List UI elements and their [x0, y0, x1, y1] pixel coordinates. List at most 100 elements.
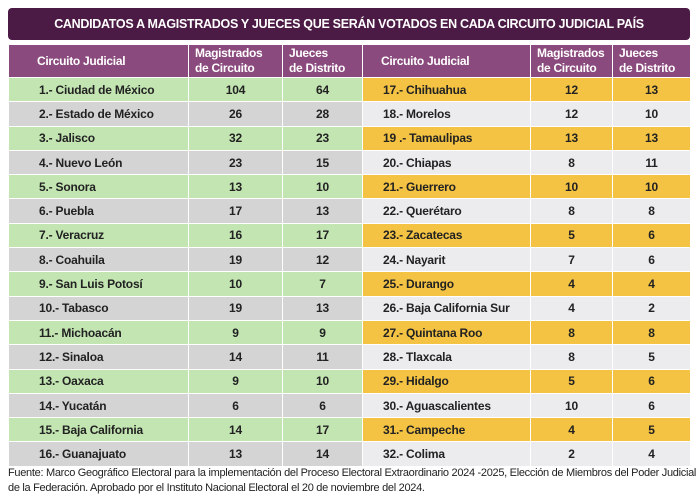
jueces-count: 8 [612, 198, 691, 224]
jueces-count: 7 [282, 271, 363, 297]
circuit-name: 16.- Guanajuato [8, 441, 189, 467]
circuit-name: 8.- Coahuila [8, 247, 189, 273]
jueces-count: 6 [282, 392, 363, 419]
header-row: Circuito Judicial Magistrados de Circuito… [8, 44, 691, 78]
magistrados-count: 8 [530, 319, 613, 346]
magistrados-count: 10 [530, 174, 613, 200]
magistrados-count: 26 [188, 101, 283, 127]
magistrados-count: 14 [188, 417, 283, 443]
magistrados-count: 23 [188, 149, 283, 176]
table-row: 2.- Estado de México 26 28 18.- Morelos 12 10 [8, 101, 691, 127]
circuit-name: 22.- Querétaro [362, 198, 531, 224]
jueces-count: 17 [282, 222, 363, 249]
circuit-name: 10.- Tabasco [8, 295, 189, 321]
table-row: 15.- Baja California 14 17 31.- Campeche 4 5 [8, 417, 691, 443]
table-row: 11.- Michoacán 9 9 27.- Quintana Roo 8 8 [8, 319, 691, 346]
circuit-name: 32.- Colima [362, 441, 531, 467]
jueces-count: 6 [612, 222, 691, 249]
table-row: 5.- Sonora 13 10 21.- Guerrero 10 10 [8, 174, 691, 200]
jueces-count: 17 [282, 417, 363, 443]
circuit-name: 2.- Estado de México [8, 101, 189, 127]
jueces-count: 10 [282, 174, 363, 200]
circuit-name: 27.- Quintana Roo [362, 319, 531, 346]
jueces-count: 13 [282, 295, 363, 321]
magistrados-count: 5 [530, 368, 613, 394]
jueces-count: 4 [612, 441, 691, 467]
header-jueces-left: Jueces de Distrito [282, 44, 363, 78]
jueces-count: 10 [612, 174, 691, 200]
header-line: Magistrados [195, 46, 263, 60]
jueces-count: 15 [282, 149, 363, 176]
header-line: Jueces [619, 46, 658, 60]
header-magistrados-left: Magistrados de Circuito [188, 44, 283, 78]
magistrados-count: 8 [530, 344, 613, 370]
jueces-count: 5 [612, 417, 691, 443]
circuit-name: 7.- Veracruz [8, 222, 189, 249]
magistrados-count: 4 [530, 271, 613, 297]
jueces-count: 9 [282, 319, 363, 346]
table-row: 3.- Jalisco 32 23 19 .- Tamaulipas 13 13 [8, 125, 691, 151]
magistrados-count: 13 [530, 125, 613, 151]
circuit-name: 1.- Ciudad de México [8, 76, 189, 103]
jueces-count: 10 [282, 368, 363, 394]
table-row: 16.- Guanajuato 13 14 32.- Colima 2 4 [8, 441, 691, 467]
table-row: 10.- Tabasco 19 13 26.- Baja California Sur… [8, 295, 691, 321]
jueces-count: 6 [612, 392, 691, 419]
jueces-count: 13 [612, 125, 691, 151]
circuit-name: 20.- Chiapas [362, 149, 531, 176]
magistrados-count: 13 [188, 441, 283, 467]
jueces-count: 64 [282, 76, 363, 103]
jueces-count: 11 [612, 149, 691, 176]
header-line: de Distrito [619, 61, 676, 75]
header-line: Magistrados [537, 46, 605, 60]
magistrados-count: 10 [530, 392, 613, 419]
header-line: de Distrito [289, 61, 346, 75]
circuit-name: 19 .- Tamaulipas [362, 125, 531, 151]
magistrados-count: 10 [188, 271, 283, 297]
circuit-name: 25.- Durango [362, 271, 531, 297]
circuit-name: 5.- Sonora [8, 174, 189, 200]
circuit-name: 17.- Chihuahua [362, 76, 531, 103]
table-title: CANDIDATOS A MAGISTRADOS Y JUECES QUE SE… [8, 8, 690, 40]
circuit-name: 9.- San Luis Potosí [8, 271, 189, 297]
header-magistrados-right: Magistrados de Circuito [530, 44, 613, 78]
magistrados-count: 13 [188, 174, 283, 200]
circuit-name: 3.- Jalisco [8, 125, 189, 151]
jueces-count: 14 [282, 441, 363, 467]
magistrados-count: 104 [188, 76, 283, 103]
jueces-count: 12 [282, 247, 363, 273]
circuit-name: 29.- Hidalgo [362, 368, 531, 394]
magistrados-count: 19 [188, 247, 283, 273]
magistrados-count: 4 [530, 295, 613, 321]
footnote: Fuente: Marco Geográfico Electoral para … [8, 467, 697, 494]
jueces-count: 6 [612, 247, 691, 273]
jueces-count: 11 [282, 344, 363, 370]
circuits-table: Circuito Judicial Magistrados de Circuito… [8, 44, 691, 467]
table-row: 9.- San Luis Potosí 10 7 25.- Durango 4 4 [8, 271, 691, 297]
jueces-count: 23 [282, 125, 363, 151]
circuit-name: 14.- Yucatán [8, 392, 189, 419]
circuit-name: 28.- Tlaxcala [362, 344, 531, 370]
table-row: 7.- Veracruz 16 17 23.- Zacatecas 5 6 [8, 222, 691, 249]
jueces-count: 4 [612, 271, 691, 297]
circuit-name: 31.- Campeche [362, 417, 531, 443]
table-row: 1.- Ciudad de México 104 64 17.- Chihuahua 1… [8, 76, 691, 103]
header-line: de Circuito [537, 61, 597, 75]
circuit-name: 26.- Baja California Sur [362, 295, 531, 321]
circuit-name: 24.- Nayarit [362, 247, 531, 273]
magistrados-count: 9 [188, 319, 283, 346]
circuit-name: 11.- Michoacán [8, 319, 189, 346]
circuit-name: 23.- Zacatecas [362, 222, 531, 249]
header-circuito-right: Circuito Judicial [362, 44, 531, 78]
magistrados-count: 14 [188, 344, 283, 370]
jueces-count: 13 [282, 198, 363, 224]
jueces-count: 6 [612, 368, 691, 394]
table-row: 6.- Puebla 17 13 22.- Querétaro 8 8 [8, 198, 691, 224]
magistrados-count: 19 [188, 295, 283, 321]
magistrados-count: 8 [530, 149, 613, 176]
magistrados-count: 12 [530, 76, 613, 103]
circuit-name: 21.- Guerrero [362, 174, 531, 200]
circuit-name: 18.- Morelos [362, 101, 531, 127]
magistrados-count: 2 [530, 441, 613, 467]
circuit-name: 6.- Puebla [8, 198, 189, 224]
